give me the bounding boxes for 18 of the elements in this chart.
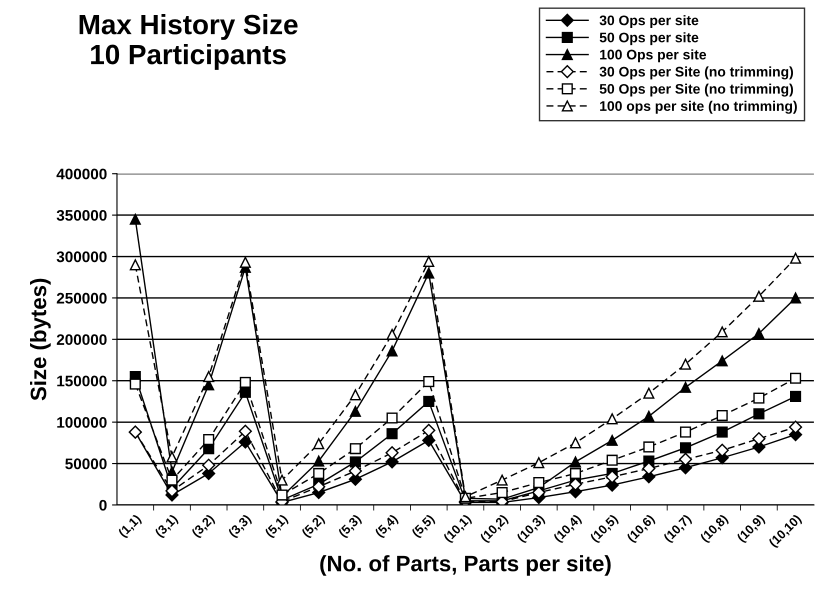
chart-title: Max History Size 10 Participants (80, 14, 298, 70)
y-tick-label: 200000 (56, 334, 107, 346)
y-tick-label: 350000 (56, 210, 107, 221)
legend-label: 30 Ops per site (600, 15, 698, 28)
legend-label: 100 ops per site (no trimming) (600, 100, 797, 114)
y-tick-label: 300000 (56, 251, 107, 262)
legend-label: 50 Ops per Site (no trimming) (600, 84, 794, 97)
legend-label: 50 Ops per site (600, 32, 698, 46)
y-axis-title: Size (bytes) (30, 278, 51, 400)
y-tick-label: 100000 (57, 417, 107, 428)
y-tick-label: 250000 (56, 292, 107, 304)
x-axis-title: (No. of Parts, Parts per site) (320, 555, 611, 576)
y-tick-label: 400000 (56, 168, 107, 180)
y-tick-label: 0 (99, 500, 107, 511)
legend-label: 100 Ops per site (600, 49, 706, 62)
legend-label: 30 Ops per Site (no trimming) (600, 66, 794, 80)
y-tick-label: 50000 (65, 458, 107, 470)
y-tick-label: 150000 (57, 376, 107, 386)
